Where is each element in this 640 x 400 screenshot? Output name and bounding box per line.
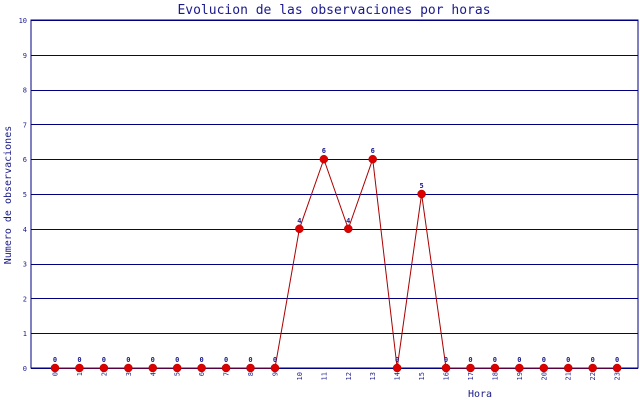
marker-9 — [270, 363, 280, 373]
x-tick-19: 19 — [516, 372, 524, 380]
marker-5 — [172, 363, 182, 373]
marker-4 — [148, 363, 158, 373]
y-tick-4: 4 — [23, 226, 27, 234]
x-tick-12: 12 — [345, 372, 353, 380]
marker-2 — [99, 363, 109, 373]
x-tick-17: 17 — [467, 372, 475, 380]
data-label-19: 0 — [517, 356, 521, 364]
y-tick-1: 1 — [23, 330, 27, 338]
x-tick-21: 21 — [565, 372, 573, 380]
data-label-8: 0 — [248, 356, 252, 364]
x-tick-1: 1 — [76, 372, 84, 376]
data-label-6: 0 — [200, 356, 204, 364]
data-label-1: 0 — [77, 356, 81, 364]
data-label-15: 5 — [419, 182, 423, 190]
data-label-12: 4 — [346, 217, 350, 225]
x-tick-10: 10 — [296, 372, 304, 380]
marker-3 — [124, 363, 133, 373]
marker-21 — [563, 363, 573, 373]
chart-title: Evolucion de las observaciones por horas — [177, 3, 490, 18]
x-tick-16: 16 — [443, 372, 451, 380]
x-tick-labels: 0 1 2 3 4 5 6 7 8 9 10 11 12 13 14 15 16 17 18 19 20 21 22 23 — [52, 372, 622, 380]
series-line — [55, 157, 618, 369]
y-tick-8: 8 — [23, 87, 27, 95]
marker-15 — [417, 189, 426, 199]
marker-1 — [75, 363, 84, 373]
marker-18 — [490, 363, 500, 373]
x-tick-20: 20 — [540, 372, 548, 380]
x-tick-4: 4 — [149, 372, 157, 376]
data-label-10: 4 — [297, 217, 301, 225]
x-tick-5: 5 — [174, 372, 182, 376]
marker-7 — [221, 363, 231, 373]
data-label-7: 0 — [224, 356, 228, 364]
grid — [30, 19, 639, 369]
y-tick-labels: 0 1 2 3 4 5 6 7 8 9 10 — [19, 17, 27, 373]
x-tick-8: 8 — [247, 372, 255, 376]
data-label-17: 0 — [468, 356, 472, 364]
x-tick-2: 2 — [100, 372, 108, 376]
x-tick-0: 0 — [52, 372, 60, 376]
data-label-0: 0 — [53, 356, 57, 364]
data-label-2: 0 — [102, 356, 106, 364]
data-label-9: 0 — [273, 356, 277, 364]
data-label-14: 0 — [395, 356, 399, 364]
marker-8 — [246, 363, 255, 373]
marker-19 — [515, 363, 524, 373]
y-tick-5: 5 — [23, 191, 27, 199]
y-axis-title: Numero de observaciones — [3, 126, 14, 264]
x-tick-7: 7 — [223, 372, 231, 376]
data-label-11: 6 — [322, 147, 326, 155]
x-axis-title: Hora — [468, 389, 492, 400]
data-label-5: 0 — [175, 356, 179, 364]
y-tick-7: 7 — [23, 121, 27, 129]
data-label-13: 6 — [371, 147, 375, 155]
x-tick-13: 13 — [369, 372, 377, 380]
y-tick-3: 3 — [23, 261, 27, 269]
x-tick-23: 23 — [614, 372, 622, 380]
data-label-20: 0 — [542, 356, 546, 364]
data-markers — [50, 154, 622, 373]
y-tick-2: 2 — [23, 295, 27, 303]
marker-13 — [368, 154, 377, 164]
marker-6 — [197, 363, 206, 373]
x-tick-6: 6 — [198, 372, 206, 376]
x-tick-11: 11 — [320, 372, 328, 380]
data-label-16: 0 — [444, 356, 448, 364]
x-tick-9: 9 — [271, 372, 279, 376]
x-tick-14: 14 — [394, 372, 402, 380]
data-labels: 0 0 0 0 0 0 0 0 0 0 4 6 4 6 0 5 0 0 0 0 0 0 0 0 — [53, 147, 619, 364]
marker-12 — [344, 224, 353, 234]
marker-23 — [612, 363, 622, 373]
marker-17 — [466, 363, 475, 373]
marker-14 — [392, 363, 402, 373]
x-tick-15: 15 — [418, 372, 426, 380]
x-tick-3: 3 — [125, 372, 133, 376]
y-tick-6: 6 — [23, 156, 27, 164]
data-label-21: 0 — [566, 356, 570, 364]
data-label-22: 0 — [591, 356, 595, 364]
marker-0 — [50, 363, 60, 373]
data-label-18: 0 — [493, 356, 497, 364]
x-tick-22: 22 — [589, 372, 597, 380]
marker-10 — [295, 224, 304, 234]
y-tick-0: 0 — [23, 365, 27, 373]
x-tick-18: 18 — [491, 372, 499, 380]
marker-20 — [539, 363, 549, 373]
marker-22 — [588, 363, 597, 373]
marker-11 — [319, 154, 329, 164]
y-tick-9: 9 — [23, 52, 27, 60]
data-label-4: 0 — [151, 356, 155, 364]
data-label-3: 0 — [126, 356, 130, 364]
marker-16 — [441, 363, 451, 373]
y-tick-10: 10 — [19, 17, 27, 25]
data-label-23: 0 — [615, 356, 619, 364]
